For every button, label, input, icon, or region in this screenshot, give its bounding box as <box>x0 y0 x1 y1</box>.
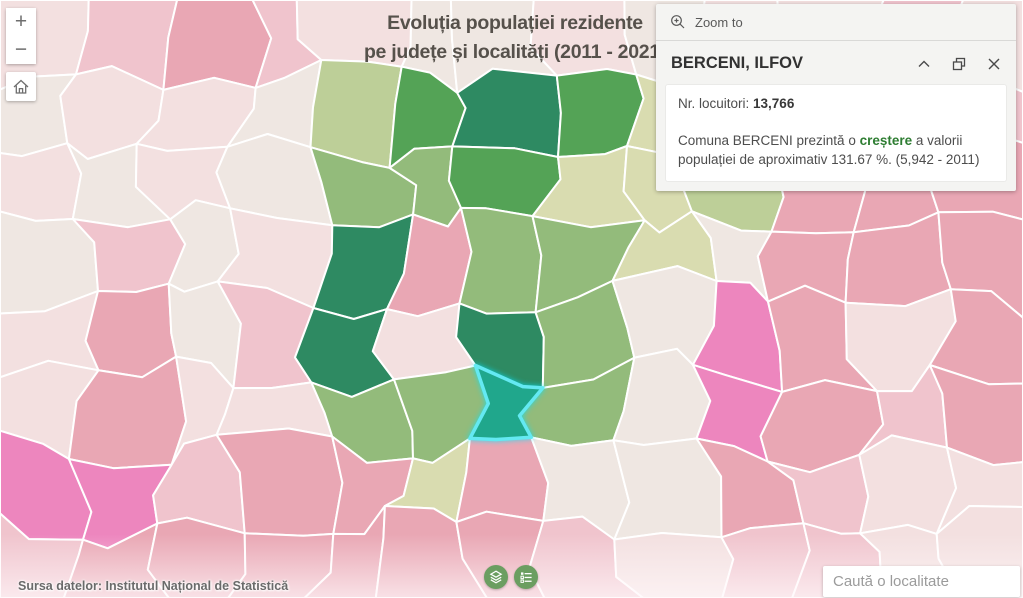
zoom-out-button[interactable]: − <box>6 36 36 64</box>
search-bar <box>823 566 1020 597</box>
map-region[interactable] <box>455 436 550 523</box>
dock-icon <box>951 56 967 72</box>
close-button[interactable] <box>986 56 1002 72</box>
zoom-widget: + − <box>6 8 36 64</box>
layers-icon <box>488 569 504 585</box>
map-region[interactable] <box>928 288 1023 386</box>
dock-button[interactable] <box>951 56 967 72</box>
attribution: Sursa datelor: Institutul Național de St… <box>18 579 289 593</box>
population-line: Nr. locuitori: 13,766 <box>678 94 994 114</box>
map-region[interactable] <box>0 142 83 222</box>
chevron-up-icon <box>916 56 932 72</box>
map-region[interactable] <box>935 446 1023 535</box>
legend-button[interactable] <box>514 565 538 589</box>
page-title: Evoluția populației rezidente pe județe … <box>330 9 700 68</box>
map-region[interactable] <box>928 364 1023 467</box>
close-icon <box>986 56 1002 72</box>
map-region-highlighted[interactable] <box>468 363 545 442</box>
zoom-to-action[interactable]: Zoom to <box>656 4 1016 41</box>
magnifier-plus-icon <box>670 14 686 30</box>
map-region[interactable] <box>613 532 735 598</box>
page-title-line2: pe județe și localități (2011 - 2021) <box>363 41 667 64</box>
layers-button[interactable] <box>484 565 508 589</box>
collapse-button[interactable] <box>916 56 932 72</box>
popup-header: BERCENI, ILFOV <box>656 41 1016 84</box>
zoom-in-button[interactable]: + <box>6 8 36 36</box>
legend-list-icon <box>518 569 534 585</box>
population-value: 13,766 <box>753 96 795 111</box>
description-before: Comuna BERCENI prezintă o <box>678 132 860 148</box>
map-region[interactable] <box>458 206 543 315</box>
map-region[interactable] <box>937 210 1023 319</box>
popup-title: BERCENI, ILFOV <box>671 54 804 72</box>
feature-popup: Zoom to BERCENI, ILFOV <box>656 4 1016 191</box>
page-title-line1: Evoluția populației rezidente <box>387 12 643 34</box>
description-after: a valorii populației de aproximativ 131.… <box>678 132 980 168</box>
home-icon <box>12 78 30 96</box>
zoom-to-label: Zoom to <box>695 14 743 30</box>
map-region[interactable] <box>162 0 273 91</box>
population-label: Nr. locuitori: <box>678 96 754 111</box>
search-input[interactable] <box>823 566 1020 597</box>
popup-content-card: Nr. locuitori: 13,766 Comuna BERCENI pre… <box>666 85 1006 181</box>
home-button[interactable] <box>6 72 36 101</box>
map-tool-buttons <box>484 565 538 589</box>
population-description: Comuna BERCENI prezintă o creștere a val… <box>678 131 994 170</box>
map-region[interactable] <box>858 434 958 535</box>
trend-word: creștere <box>859 132 913 148</box>
map-region[interactable] <box>84 282 178 379</box>
